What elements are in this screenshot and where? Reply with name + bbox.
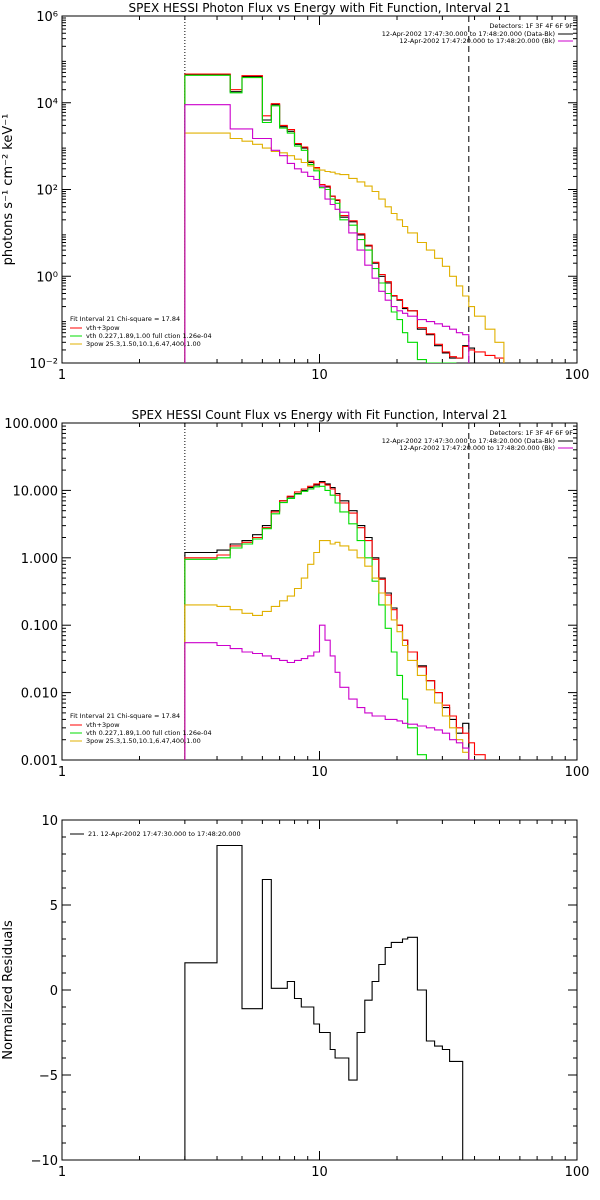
plot-frame (61, 819, 578, 1161)
series-line-0 (184, 73, 476, 363)
series-line-0 (184, 481, 470, 760)
y-tick-label: 10.000 (13, 484, 59, 499)
legend-tr-entry: 12-Apr-2002 17:47:30.000 to 17:48:20.000… (382, 30, 555, 38)
chart-panel-1: SPEX HESSI Photon Flux vs Energy with Fi… (1, 1, 589, 383)
y-tick-label: 0 (50, 984, 58, 999)
legend-tr-entry: 12-Apr-2002 17:47:20.000 to 17:48:20.000… (399, 37, 555, 45)
series-line-3 (184, 540, 475, 760)
x-tick-label: 100 (565, 368, 590, 383)
legend-fit-header: Fit Interval 21 Chi-square = 17.84 (70, 315, 180, 323)
y-tick-label: 100.000 (4, 417, 58, 432)
series-line-0 (184, 844, 469, 1160)
plot-frame (61, 422, 578, 761)
series-line-4 (184, 104, 470, 363)
legend-tl-entry: 21. 12-Apr-2002 17:47:30.000 to 17:48:20… (88, 830, 241, 838)
chart-title: SPEX HESSI Photon Flux vs Energy with Fi… (129, 1, 511, 15)
x-tick-label: 10 (311, 765, 328, 780)
y-tick-label: −5 (39, 1069, 58, 1084)
legend-bl-entry: 3pow 25.3,1.50,10.1,6.47,400,1.00 (86, 737, 201, 745)
chart-panel-2: SPEX HESSI Count Flux vs Energy with Fit… (4, 408, 589, 780)
y-tick-label: 10² (36, 184, 58, 199)
y-tick-label: 10 (41, 814, 58, 829)
chart-title: SPEX HESSI Count Flux vs Energy with Fit… (132, 408, 508, 422)
x-tick-label: 100 (565, 1165, 590, 1180)
chart-panel-3: Normalized Residuals 1 10 100 −10 −5 0 5 10 21. 1… (1, 814, 589, 1180)
x-tick-label: 1 (58, 1165, 66, 1180)
y-tick-label: 1.000 (21, 552, 58, 567)
series-line-1 (184, 482, 486, 760)
series-line-2 (184, 74, 457, 363)
legend-tr-entry: 12-Apr-2002 17:47:30.000 to 17:48:20.000… (382, 437, 555, 445)
x-tick-label: 10 (311, 1165, 328, 1180)
plot-frame (61, 15, 578, 364)
series-line-1 (184, 73, 505, 363)
y-tick-label: 0.001 (21, 754, 58, 769)
legend-bl-entry: vth+3pow (86, 721, 120, 729)
x-tick-label: 100 (565, 765, 590, 780)
y-axis-label: photons s⁻¹ cm⁻² keV⁻¹ (1, 114, 16, 266)
series-line-3 (184, 132, 505, 363)
x-tick-label: 10 (311, 368, 328, 383)
legend-fit-header: Fit Interval 21 Chi-square = 17.84 (70, 712, 180, 720)
x-tick-label: 1 (58, 765, 66, 780)
y-tick-label: −10 (31, 1154, 58, 1169)
legend-detectors: Detectors: 1F 3F 4F 6F 9F (489, 22, 573, 30)
series-line-4 (184, 624, 475, 760)
legend-detectors: Detectors: 1F 3F 4F 6F 9F (489, 429, 573, 437)
series-line-2 (184, 485, 427, 760)
y-tick-label: 0.100 (21, 619, 58, 634)
x-tick-label: 1 (58, 368, 66, 383)
legend-bl-entry: vth+3pow (86, 324, 120, 332)
legend-bl-entry: 3pow 25.3,1.50,10.1,6.47,400,1.00 (86, 340, 201, 348)
y-tick-label: 0.010 (21, 687, 58, 702)
y-tick-label: 10⁴ (36, 97, 58, 112)
legend-tr-entry: 12-Apr-2002 17:47:20.000 to 17:48:20.000… (399, 444, 555, 452)
y-tick-label: 10⁶ (36, 10, 58, 25)
legend-bl-entry: vth 0.227,1.89,1.00 full ction 1.26e-04 (86, 332, 212, 340)
legend-bl-entry: vth 0.227,1.89,1.00 full ction 1.26e-04 (86, 729, 212, 737)
y-tick-label: 5 (50, 899, 58, 914)
y-axis-label: Normalized Residuals (1, 920, 16, 1060)
y-tick-label: 10⁰ (36, 270, 58, 285)
y-tick-label: 10⁻² (29, 357, 58, 372)
